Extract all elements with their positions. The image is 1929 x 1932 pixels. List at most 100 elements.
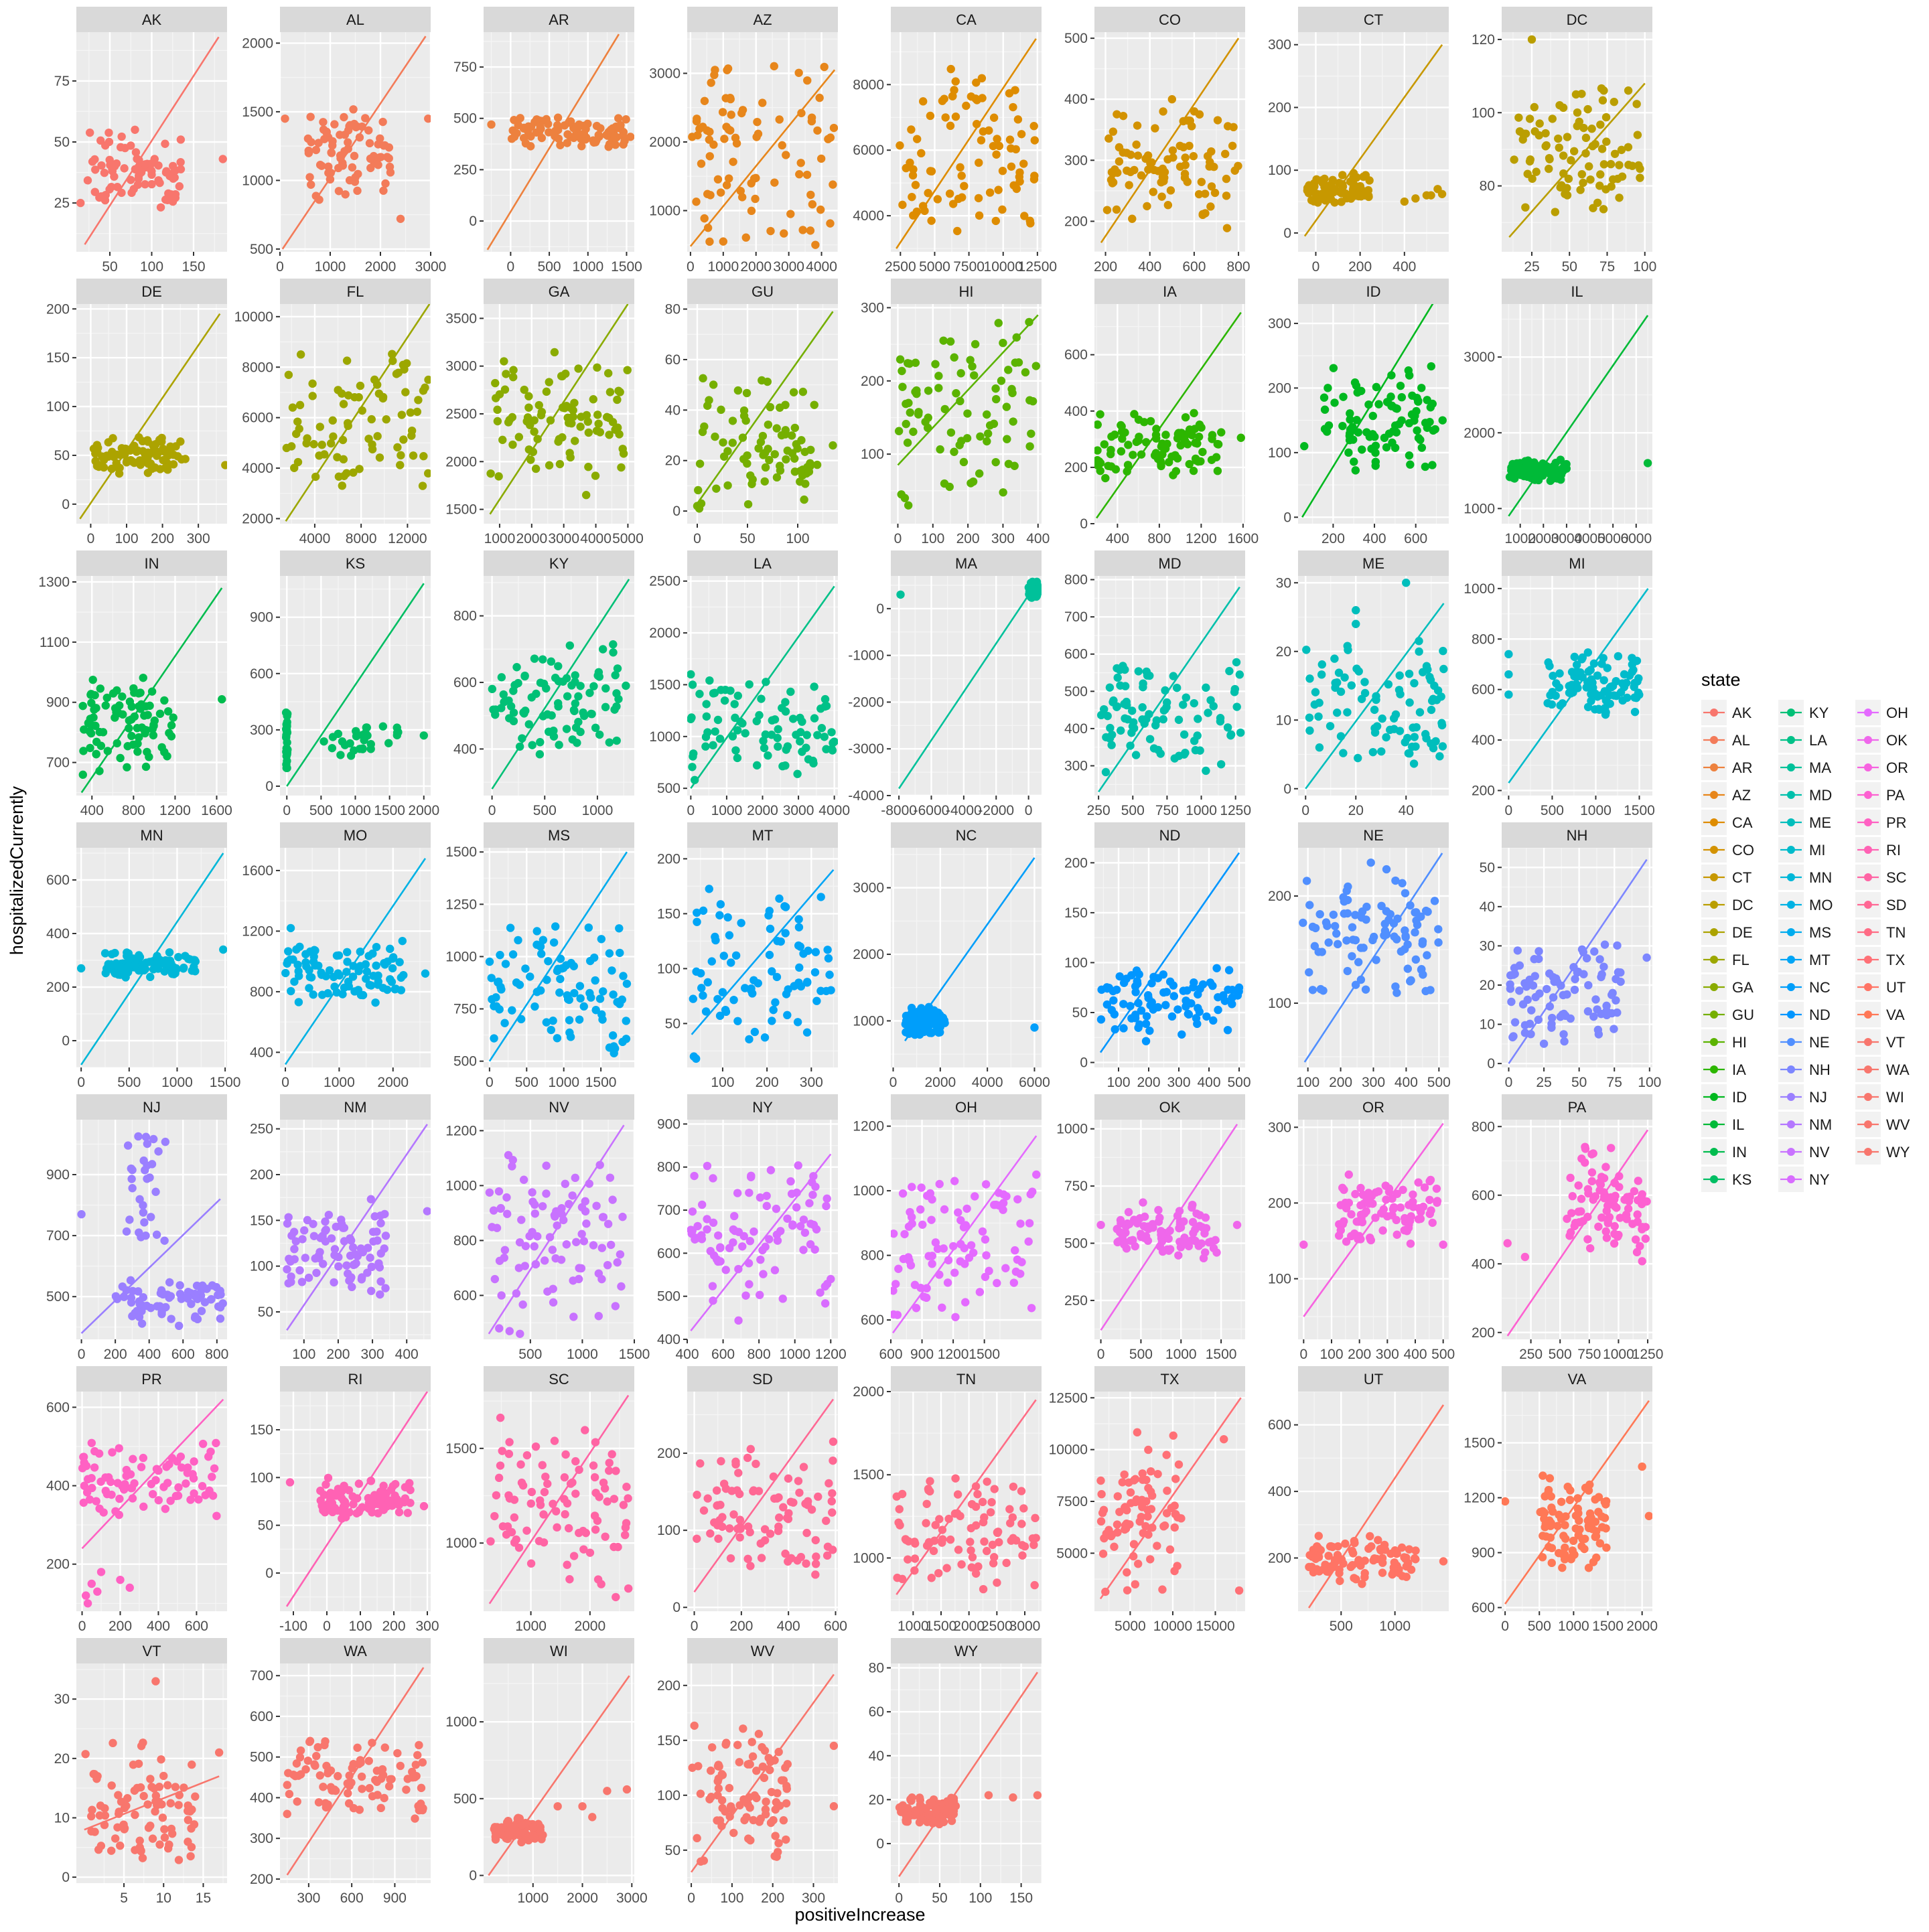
y-tick-label: 2500 — [649, 574, 681, 589]
y-tick-label: 60 — [665, 352, 681, 368]
data-point — [1403, 734, 1411, 742]
data-point — [922, 1284, 930, 1292]
y-tick-label: 100 — [1268, 996, 1291, 1011]
data-point — [1303, 877, 1311, 885]
data-point — [90, 155, 98, 163]
data-point — [771, 715, 779, 723]
data-point — [363, 731, 371, 739]
data-point — [946, 483, 954, 491]
data-point — [368, 445, 376, 453]
data-point — [1133, 438, 1141, 446]
data-point — [507, 702, 515, 711]
x-tick-label: 0 — [77, 1075, 85, 1090]
facet-strip-label: ND — [1159, 827, 1181, 844]
data-point — [399, 435, 407, 443]
data-point — [1508, 1033, 1516, 1041]
data-point — [1555, 669, 1563, 677]
data-point — [317, 968, 325, 976]
data-point — [695, 690, 703, 698]
x-tick-label: 200 — [151, 531, 174, 546]
data-point — [1603, 1011, 1611, 1019]
data-point — [940, 1244, 948, 1252]
data-point — [1428, 461, 1436, 469]
data-point — [622, 682, 630, 690]
data-point — [773, 424, 781, 432]
data-point — [932, 1238, 940, 1246]
y-tick-label: 0 — [1283, 226, 1291, 241]
data-point — [566, 642, 574, 650]
data-point — [1181, 153, 1189, 161]
data-point — [1581, 149, 1589, 157]
data-point — [1012, 145, 1020, 153]
data-point — [938, 1303, 946, 1311]
x-tick-label: 0 — [1505, 1075, 1513, 1090]
x-tick-label: 4000 — [299, 531, 331, 546]
data-point — [555, 135, 563, 143]
data-point — [1439, 647, 1447, 655]
data-point — [1630, 679, 1638, 687]
data-point — [1007, 163, 1015, 171]
data-point — [1438, 721, 1446, 729]
y-tick-label: -4000 — [848, 788, 884, 804]
data-point — [583, 411, 591, 419]
x-tick-label: 7500 — [953, 259, 985, 275]
y-tick-label: 3000 — [853, 881, 884, 896]
data-point — [112, 1292, 120, 1300]
data-point — [1103, 206, 1111, 214]
y-tick-label: 100 — [1268, 163, 1291, 178]
data-point — [606, 1173, 614, 1181]
data-point — [813, 127, 821, 135]
data-point — [817, 155, 825, 163]
data-point — [603, 413, 611, 421]
data-point — [775, 115, 783, 123]
data-point — [747, 986, 755, 994]
x-tick-label: 40 — [1399, 803, 1414, 818]
data-point — [601, 703, 610, 711]
data-point — [1333, 709, 1341, 717]
data-point — [909, 212, 917, 220]
data-point — [609, 648, 617, 656]
data-point — [730, 1212, 738, 1220]
y-tick-label: 1250 — [445, 897, 477, 912]
data-point — [723, 447, 731, 455]
data-point — [811, 968, 819, 976]
data-point — [1530, 103, 1539, 111]
data-point — [714, 175, 722, 183]
data-point — [1326, 722, 1334, 730]
data-point — [1134, 999, 1142, 1007]
data-point — [1206, 202, 1214, 210]
data-point — [300, 1226, 308, 1234]
data-point — [1535, 119, 1543, 127]
data-point — [991, 384, 999, 392]
data-point — [743, 389, 751, 397]
data-point — [1377, 902, 1385, 910]
data-point — [774, 725, 782, 733]
data-point — [1318, 660, 1326, 668]
data-point — [380, 1210, 388, 1218]
data-point — [1226, 731, 1234, 739]
data-point — [1133, 980, 1141, 988]
data-point — [537, 125, 545, 133]
data-point — [512, 1289, 520, 1297]
data-point — [985, 127, 993, 135]
y-tick-label: 500 — [1064, 1236, 1088, 1252]
y-tick-label: 2000 — [242, 35, 273, 51]
data-point — [1396, 727, 1404, 735]
data-point — [148, 687, 156, 695]
data-point — [545, 461, 553, 469]
data-point — [1300, 442, 1308, 450]
data-point — [1582, 134, 1590, 142]
data-point — [1386, 910, 1395, 918]
data-point — [692, 198, 700, 206]
y-tick-label: 500 — [453, 1054, 477, 1069]
y-tick-label: 500 — [1064, 31, 1088, 46]
data-point — [702, 700, 710, 708]
y-tick-label: 0 — [265, 779, 273, 794]
data-point — [598, 1244, 606, 1252]
data-point — [380, 141, 388, 149]
data-point — [287, 924, 295, 932]
x-tick-label: 200 — [1137, 1075, 1160, 1090]
data-point — [1144, 151, 1152, 159]
x-tick-label: 2000 — [365, 259, 397, 275]
